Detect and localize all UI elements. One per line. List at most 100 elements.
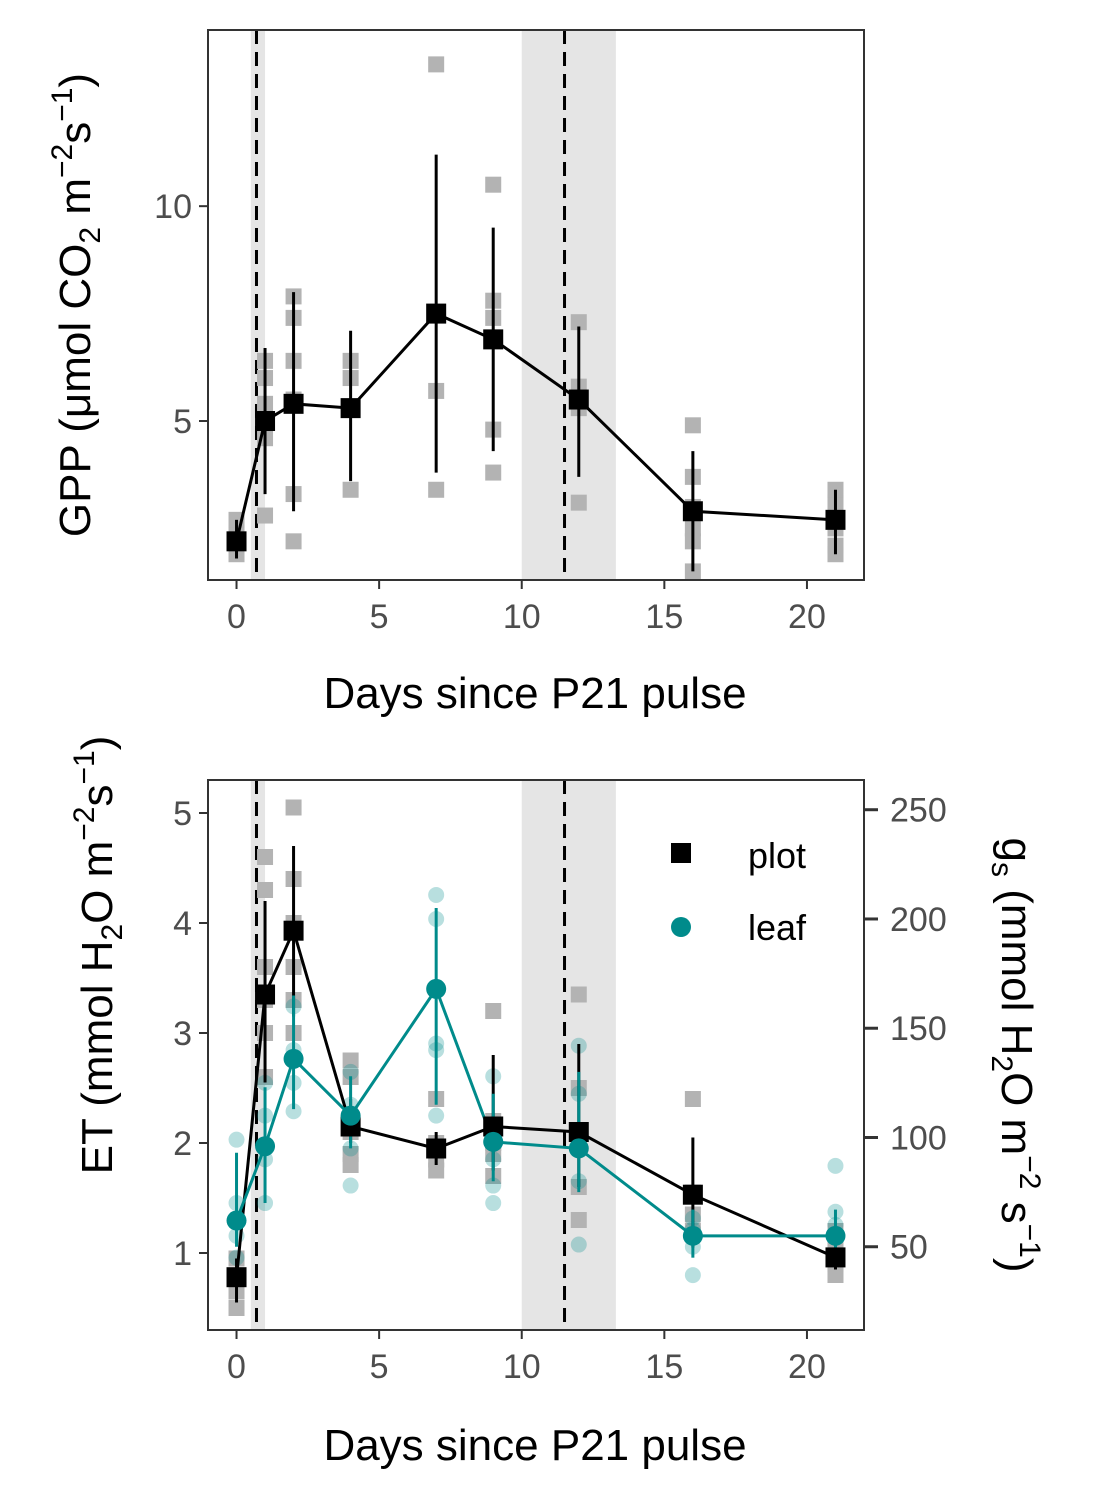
gpp-marker-plot-3 (340, 398, 361, 419)
et-raw-plot-1-4 (257, 882, 274, 898)
et-ylabel-suffix: ) (73, 736, 122, 751)
et-marker-plot-1 (255, 984, 276, 1005)
gpp-vertical-lines (254, 30, 567, 580)
et-y2label-prefix: (mmol H (992, 877, 1041, 1055)
gpp-raw-plot-2-0 (285, 533, 302, 550)
et-band-1 (521, 780, 616, 1330)
gpp-ylabel-mid2: s (51, 122, 100, 144)
et-marker-plot-8 (825, 1247, 846, 1268)
et-ytick-label-3: 4 (173, 905, 192, 943)
legend-plot-label: plot (748, 835, 806, 876)
et-marker-leaf-1 (255, 1136, 276, 1157)
et-y2-axis-title: gs (mmol H2O m−2 s−1) (985, 837, 1046, 1272)
gpp-raw-plot-5-0 (485, 464, 502, 481)
legend-leaf-label: leaf (748, 907, 807, 948)
et-y2tick-label-2: 150 (890, 1010, 947, 1048)
et-plot-frame (207, 779, 865, 1331)
et-xtick-label-2: 10 (503, 1348, 541, 1386)
et-xtick-label-3: 15 (645, 1348, 683, 1386)
gpp-raw-plot-4-3 (428, 56, 445, 73)
gpp-ylabel-sup2: −1 (46, 88, 79, 122)
et-raw-leaf-3-0 (342, 1177, 359, 1194)
et-marker-leaf-8 (825, 1225, 846, 1246)
et-ylabel-sup1: −2 (68, 807, 101, 841)
gpp-ylabel-sub: 2 (74, 227, 107, 244)
et-raw-plot-1-5 (257, 849, 274, 865)
et-y2label-sup1: −2 (1013, 1155, 1046, 1189)
et-marker-leaf-7 (682, 1225, 703, 1246)
et-xtick-label-0: 0 (227, 1348, 246, 1386)
et-y2tick-label-4: 250 (890, 792, 947, 830)
et-ylabel-sup2: −1 (68, 750, 101, 784)
et-y2label-g: g (992, 837, 1041, 861)
et-y2label-mid2: s (992, 1189, 1041, 1223)
et-ytick-label-0: 1 (173, 1235, 192, 1273)
et-marker-leaf-6 (568, 1138, 589, 1159)
et-series-markers (226, 920, 846, 1288)
et-raw-leaf-1-3 (257, 1074, 274, 1091)
et-raw-leaf-5-1 (485, 1177, 502, 1194)
et-marker-leaf-4 (426, 978, 447, 999)
et-raw-plot-3-1 (342, 1146, 359, 1162)
gpp-marker-plot-4 (426, 303, 447, 324)
et-raw-leaf-0-0 (228, 1249, 245, 1266)
et-raw-plot-0-0 (228, 1300, 245, 1316)
et-raw-leaf-4-0 (428, 1107, 445, 1124)
et-raw-leaf-3-3 (342, 1063, 359, 1080)
et-raw-plot-3-4 (342, 1052, 359, 1069)
gpp-x-axis: 0 5 10 15 20 (227, 580, 826, 636)
gpp-xtick-label-2: 10 (503, 598, 541, 636)
gpp-raw-plot-4-0 (428, 481, 445, 498)
gpp-y-axis: 5 10 (154, 188, 208, 441)
gpp-marker-plot-7 (682, 501, 703, 522)
gpp-band-1 (521, 30, 616, 580)
gpp-raw-plot-1-0 (257, 507, 274, 524)
gpp-marker-plot-2 (283, 393, 304, 414)
et-y-axis-title: ET (mmol H2O m−2s−1) (68, 736, 129, 1175)
gpp-marker-plot-8 (825, 509, 846, 530)
et-y2label-suffix: ) (992, 1258, 1041, 1273)
gpp-y-axis-title: GPP (μmol CO2 m−2s−1) (46, 73, 107, 537)
gpp-series-markers (226, 303, 846, 552)
et-marker-plot-2 (283, 920, 304, 941)
gpp-ytick-label-1: 10 (154, 188, 192, 226)
et-y2tick-label-3: 200 (890, 901, 947, 939)
et-shaded-bands (250, 780, 616, 1330)
et-marker-plot-6 (568, 1122, 589, 1142)
et-y2label-mid: O m (992, 1072, 1041, 1155)
et-y2label-gsub: s (985, 862, 1018, 877)
et-x-axis: 0 5 10 15 20 (227, 1330, 826, 1386)
et-ytick-label-2: 3 (173, 1015, 192, 1053)
gpp-raw-plot-3-0 (342, 481, 359, 498)
et-raw-leaf-5-0 (485, 1195, 502, 1212)
et-raw-leaf-7-0 (684, 1267, 701, 1284)
et-raw-plot-6-0 (570, 1212, 587, 1228)
et-y2tick-label-0: 50 (890, 1229, 928, 1267)
et-ylabel-sub: 2 (96, 924, 129, 941)
gpp-xtick-label-3: 15 (645, 598, 683, 636)
et-raw-leaf-2-0 (285, 1103, 302, 1120)
gpp-ylabel-sup1: −2 (46, 144, 79, 178)
gpp-xtick-label-4: 20 (788, 598, 826, 636)
et-y2label-sub: 2 (985, 1055, 1018, 1072)
et-ytick-label-1: 2 (173, 1125, 192, 1163)
gpp-marker-plot-6 (568, 389, 589, 410)
et-y-axis-left: 1 2 3 4 5 (173, 795, 208, 1273)
et-marker-leaf-3 (340, 1105, 361, 1126)
legend-leaf-key (671, 917, 691, 937)
gpp-xtick-label-0: 0 (227, 598, 246, 636)
et-raw-leaf-0-3 (228, 1131, 245, 1148)
et-ylabel-mid2: s (73, 785, 122, 807)
et-marker-leaf-5 (483, 1131, 504, 1152)
et-vertical-lines (254, 780, 567, 1330)
et-raw-plot-6-4 (570, 986, 587, 1003)
gpp-raw-plot-6-3 (570, 314, 587, 331)
et-raw-plot-5-4 (485, 1003, 502, 1019)
et-y2tick-label-1: 100 (890, 1119, 947, 1157)
et-marker-plot-5 (483, 1116, 504, 1137)
et-xtick-label-1: 5 (370, 1348, 389, 1386)
gpp-ylabel-suffix: ) (51, 73, 100, 88)
gpp-raw-plot-7-5 (684, 417, 701, 434)
